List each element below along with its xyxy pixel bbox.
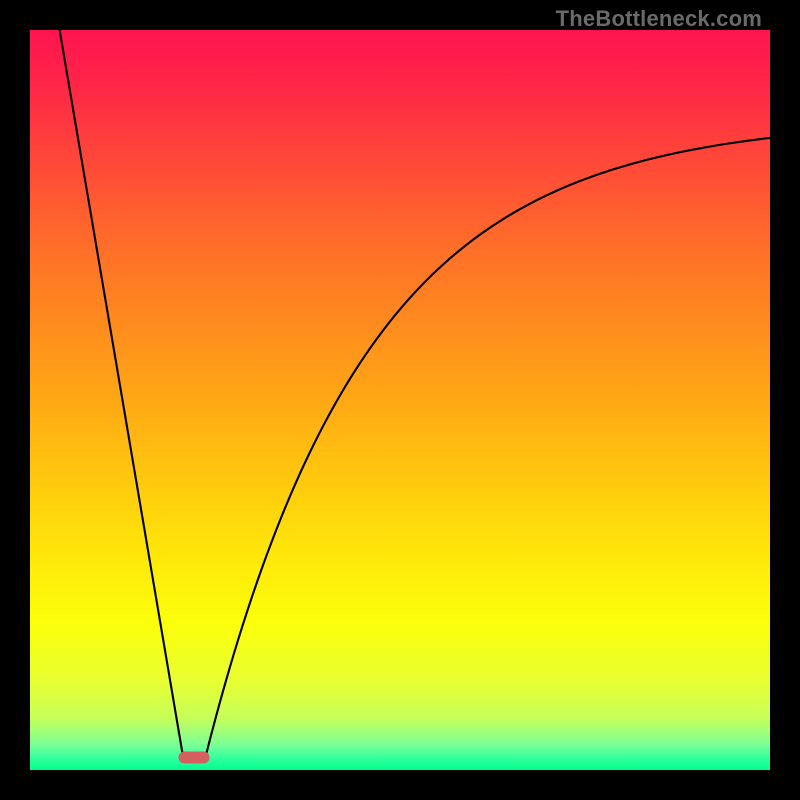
bottom-marker (178, 752, 209, 763)
plot-area (30, 30, 770, 770)
chart-frame: TheBottleneck.com (0, 0, 800, 800)
watermark-text: TheBottleneck.com (556, 6, 762, 32)
left-line (60, 30, 184, 757)
curve-layer (30, 30, 770, 770)
right-curve (205, 138, 770, 758)
